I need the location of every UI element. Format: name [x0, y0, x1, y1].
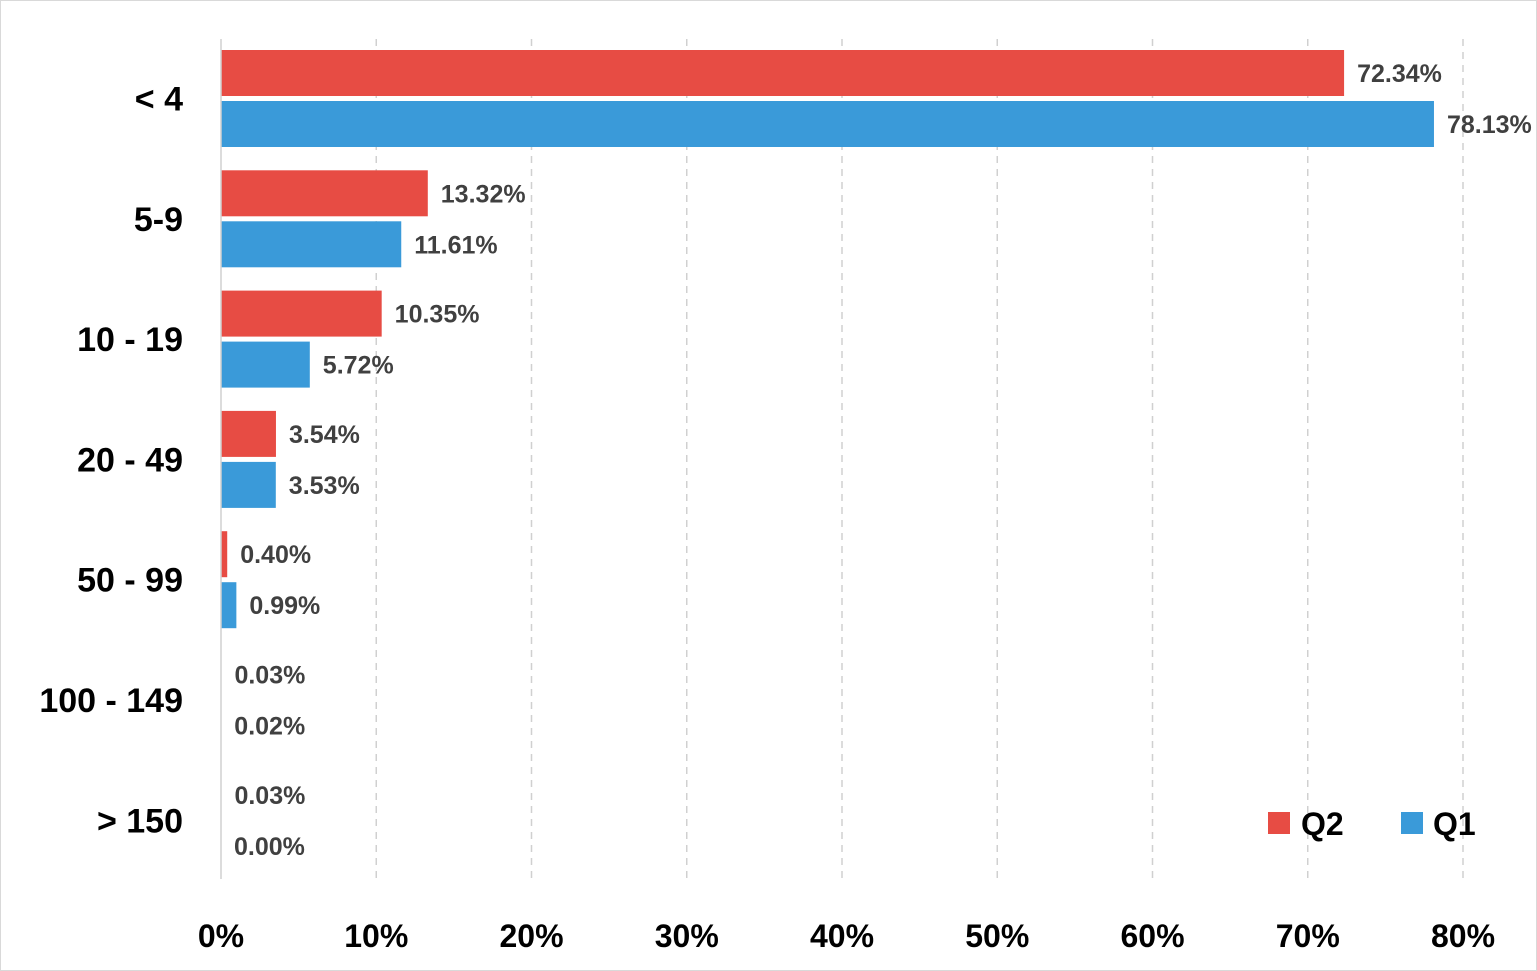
bar-layer: [221, 50, 1434, 818]
category-label: 50 - 99: [77, 562, 183, 600]
data-label: 0.99%: [249, 592, 320, 620]
data-label: 0.00%: [234, 833, 305, 861]
bar-q2: [221, 531, 228, 578]
category-label: 20 - 49: [77, 441, 183, 479]
bar-q1: [221, 461, 276, 508]
legend: Q2 Q1: [1268, 806, 1476, 842]
data-label: 78.13%: [1447, 111, 1532, 139]
label-layer: 72.34% 13.32% 10.35% 3.54% 0.40% 0.03% 0.03% 78…: [234, 60, 1532, 861]
grid-layer: [375, 39, 1464, 879]
x-tick-label: 80%: [1431, 918, 1495, 954]
bar-q1: [221, 582, 237, 629]
x-tick-label: 30%: [655, 918, 719, 954]
x-tick-label: 60%: [1120, 918, 1184, 954]
category-label: < 4: [135, 81, 183, 119]
data-label: 11.61%: [414, 231, 497, 259]
category-label: 5-9: [134, 201, 183, 239]
bar-q2: [221, 290, 382, 337]
x-tick-label: 10%: [344, 918, 408, 954]
legend-label-q2: Q2: [1301, 806, 1344, 842]
data-label: 3.53%: [289, 472, 360, 500]
data-label: 0.03%: [234, 782, 305, 810]
category-label: 10 - 19: [77, 321, 183, 359]
bar-q1: [221, 341, 310, 388]
bar-q1: [221, 101, 1434, 147]
bar-q1: [221, 221, 402, 268]
x-tick-label: 50%: [965, 918, 1029, 954]
bar-q2: [221, 170, 428, 217]
legend-swatch-q1: [1401, 812, 1423, 834]
x-tick-label: 20%: [499, 918, 563, 954]
bar-q2: [221, 410, 276, 457]
category-label: > 150: [97, 802, 183, 840]
legend-swatch-q2: [1268, 812, 1290, 834]
data-label: 72.34%: [1357, 60, 1442, 88]
data-label: 13.32%: [441, 180, 526, 208]
bar-q2: [221, 50, 1345, 96]
data-label: 0.40%: [240, 541, 311, 569]
category-label: 100 - 149: [39, 682, 183, 720]
data-label: 3.54%: [289, 421, 360, 449]
x-tick-label: 70%: [1276, 918, 1340, 954]
data-label: 5.72%: [323, 352, 394, 380]
data-label: 0.03%: [234, 662, 305, 690]
data-label: 0.02%: [234, 713, 305, 741]
x-tick-label: 0%: [198, 918, 244, 954]
data-label: 10.35%: [395, 301, 480, 329]
axis-layer: 0% 10% 20% 30% 40% 50% 60% 70% 80% < 4 5-9 10 - 19 2…: [39, 39, 1495, 954]
legend-label-q1: Q1: [1433, 806, 1476, 842]
x-tick-label: 40%: [810, 918, 874, 954]
